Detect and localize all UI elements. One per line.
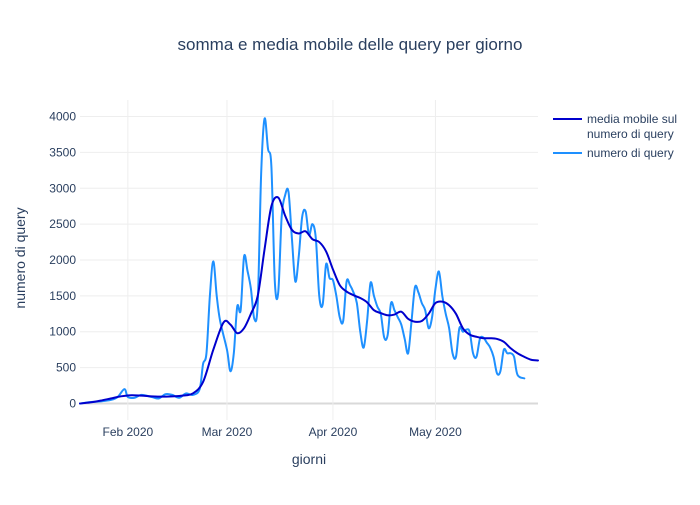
- y-tick-label: 2000: [49, 253, 76, 267]
- y-tick-label: 3500: [49, 145, 76, 159]
- y-axis-ticks: 0 500 1000 1500 2000 2500 3000 3500 4000: [49, 110, 76, 411]
- y-tick-label: 1000: [49, 325, 76, 339]
- y-tick-label: 4000: [49, 110, 76, 124]
- series-line-moving-average: [79, 196, 539, 405]
- x-axis-ticks: Feb 2020 Mar 2020 Apr 2020 May 2020: [102, 425, 462, 439]
- series-line-query-count: [79, 117, 526, 405]
- y-tick-label: 3000: [49, 181, 76, 195]
- y-axis-title: numero di query: [12, 207, 28, 308]
- chart-title: somma e media mobile delle query per gio…: [178, 35, 523, 54]
- y-tick-label: 0: [69, 396, 76, 410]
- legend-label: numero di query: [587, 146, 674, 160]
- legend-label: media mobile sul: [587, 112, 677, 126]
- y-tick-label: 2500: [49, 217, 76, 231]
- y-tick-label: 500: [56, 361, 76, 375]
- x-tick-label: May 2020: [409, 425, 462, 439]
- x-axis-title: giorni: [292, 451, 326, 467]
- grid-layer: [80, 100, 538, 420]
- series-layer: [79, 117, 539, 405]
- x-tick-label: Apr 2020: [309, 425, 358, 439]
- x-tick-label: Mar 2020: [202, 425, 253, 439]
- legend-label: numero di query: [587, 127, 674, 141]
- x-tick-label: Feb 2020: [102, 425, 153, 439]
- y-tick-label: 1500: [49, 289, 76, 303]
